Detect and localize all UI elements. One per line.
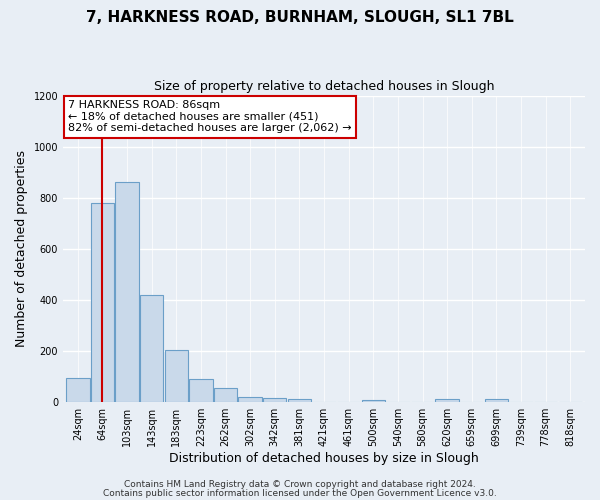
- Bar: [288, 398, 311, 402]
- Bar: [238, 397, 262, 402]
- Bar: [214, 388, 237, 402]
- Text: Contains HM Land Registry data © Crown copyright and database right 2024.: Contains HM Land Registry data © Crown c…: [124, 480, 476, 489]
- Bar: [362, 400, 385, 402]
- Bar: [115, 182, 139, 402]
- Y-axis label: Number of detached properties: Number of detached properties: [15, 150, 28, 348]
- Bar: [189, 379, 212, 402]
- Text: 7, HARKNESS ROAD, BURNHAM, SLOUGH, SL1 7BL: 7, HARKNESS ROAD, BURNHAM, SLOUGH, SL1 7…: [86, 10, 514, 25]
- Text: 7 HARKNESS ROAD: 86sqm
← 18% of detached houses are smaller (451)
82% of semi-de: 7 HARKNESS ROAD: 86sqm ← 18% of detached…: [68, 100, 352, 134]
- Bar: [485, 399, 508, 402]
- X-axis label: Distribution of detached houses by size in Slough: Distribution of detached houses by size …: [169, 452, 479, 465]
- Bar: [91, 203, 114, 402]
- Bar: [436, 399, 459, 402]
- Bar: [164, 350, 188, 402]
- Bar: [263, 398, 286, 402]
- Bar: [140, 295, 163, 402]
- Bar: [66, 378, 89, 402]
- Text: Contains public sector information licensed under the Open Government Licence v3: Contains public sector information licen…: [103, 488, 497, 498]
- Title: Size of property relative to detached houses in Slough: Size of property relative to detached ho…: [154, 80, 494, 93]
